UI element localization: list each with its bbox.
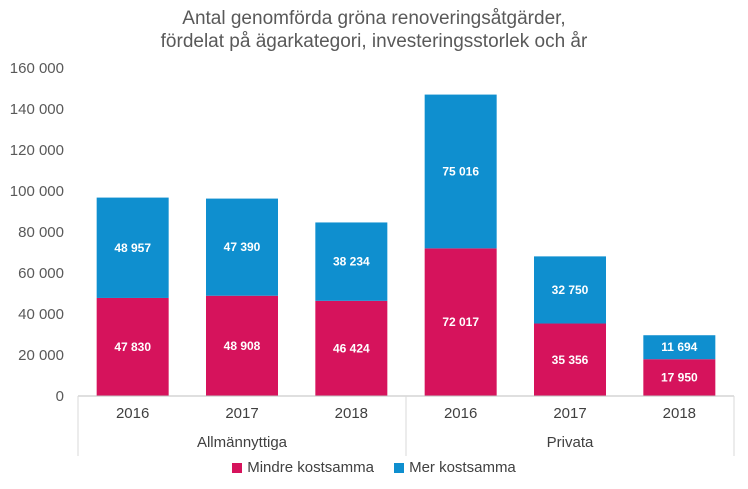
legend-item-mer: Mer kostsamma [394,459,516,476]
bar-segment-mindre [206,295,278,396]
data-label: 32 750 [552,283,589,297]
bar-segment-mer [424,94,497,249]
y-tick-label: 120 000 [10,142,64,159]
y-tick-label: 40 000 [18,306,64,323]
bar-segment-mindre [96,297,169,396]
bar-segment-mindre [534,323,606,396]
y-tick-label: 160 000 [10,60,64,77]
legend: Mindre kostsamma Mer kostsamma [0,459,748,477]
group-label-1: Privata [547,434,594,451]
y-tick-label: 0 [56,388,64,405]
bar-segment-mer [534,256,606,324]
y-tick-label: 20 000 [18,347,64,364]
bar-segment-mindre [315,300,388,396]
chart-title-line2: fördelat på ägarkategori, investeringsst… [160,31,588,52]
data-label: 48 908 [224,339,261,353]
legend-label-mindre: Mindre kostsamma [247,459,374,476]
data-label: 17 950 [661,371,698,385]
chart-title-line1: Antal genomförda gröna renoveringsåtgärd… [182,8,566,29]
data-label: 46 424 [333,341,370,355]
data-label: 75 016 [442,164,479,178]
legend-swatch-mer [394,462,405,473]
bar-segment-mindre [643,359,716,396]
bar-segment-mer [206,198,278,296]
legend-item-mindre: Mindre kostsamma [232,459,374,476]
x-tick-label: 2017 [225,405,258,422]
data-label: 48 957 [114,241,151,255]
x-tick-label: 2018 [663,405,696,422]
y-tick-label: 80 000 [18,224,64,241]
x-tick-label: 2018 [335,405,368,422]
data-label: 72 017 [442,315,479,329]
y-tick-label: 60 000 [18,265,64,282]
bar-segment-mer [96,197,169,298]
data-label: 47 830 [114,340,151,354]
x-tick-label: 2017 [553,405,586,422]
y-tick-label: 100 000 [10,183,64,200]
bar-segment-mindre [424,248,497,396]
legend-swatch-mindre [232,462,243,473]
y-tick-label: 140 000 [10,101,64,118]
x-tick-label: 2016 [116,405,149,422]
data-label: 47 390 [224,240,261,254]
group-label-0: Allmännyttiga [197,434,288,451]
data-label: 35 356 [552,353,589,367]
data-label: 11 694 [661,340,697,354]
legend-label-mer: Mer kostsamma [409,459,516,476]
bar-segment-mer [643,335,716,360]
bar-segment-mer [315,222,388,301]
x-tick-label: 2016 [444,405,477,422]
data-label: 38 234 [333,255,370,269]
